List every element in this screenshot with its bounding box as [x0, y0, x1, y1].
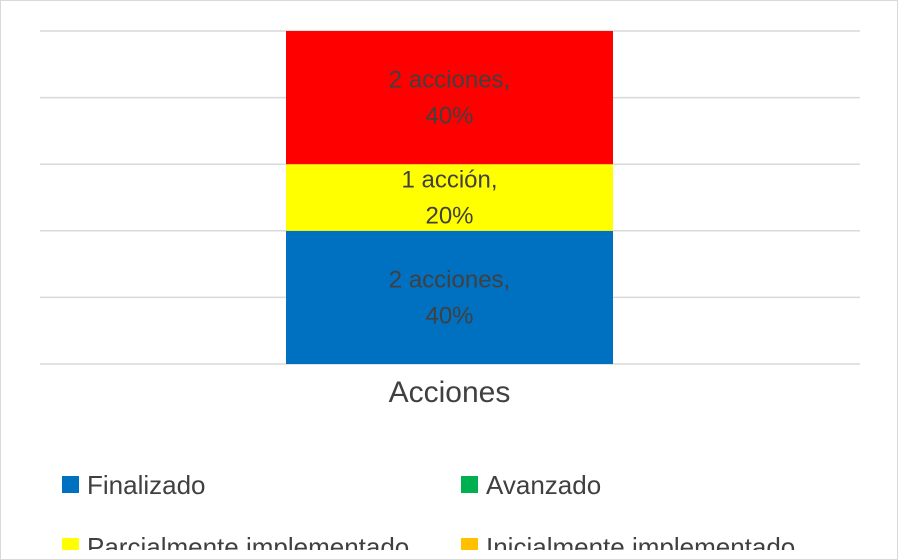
legend: Finalizado Avanzado Parcialmente implement…	[62, 470, 795, 550]
legend-label: Parcialmente implementado	[87, 532, 409, 550]
bar-segment-series-4	[286, 31, 613, 165]
bar-segment-finalizado	[286, 230, 613, 364]
legend-swatch	[461, 538, 478, 550]
bar-stack: 2 acciones, 40% 1 acción, 20% 2 acciones, 40%	[286, 31, 613, 364]
legend-label: Avanzado	[486, 470, 601, 500]
data-label-finalizado: 2 acciones, 40%	[389, 266, 510, 329]
legend-item-finalizado: Finalizado	[62, 470, 206, 500]
legend-label: Inicialmente implementado	[486, 532, 795, 550]
data-label-parcialmente-implementado: 1 acción, 20%	[401, 167, 497, 230]
legend-item-inicialmente-implementado: Inicialmente implementado	[461, 532, 795, 550]
legend-label: Finalizado	[87, 470, 206, 500]
legend-item-parcialmente-implementado: Parcialmente implementado	[62, 532, 409, 550]
bar-segment-parcialmente-implementado	[286, 164, 613, 231]
legend-swatch	[62, 476, 79, 493]
category-label: Acciones	[389, 376, 511, 409]
legend-item-avanzado: Avanzado	[461, 470, 601, 500]
legend-swatch	[461, 476, 478, 493]
data-label-series-4: 2 acciones, 40%	[389, 67, 510, 130]
legend-swatch	[62, 538, 79, 550]
